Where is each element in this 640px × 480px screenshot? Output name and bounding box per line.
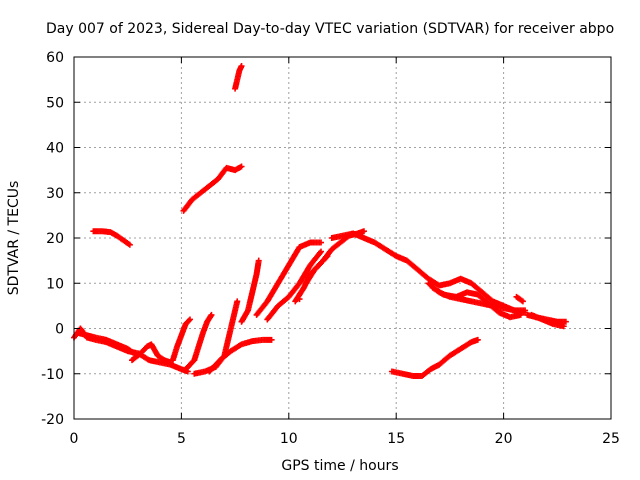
data-point bbox=[517, 311, 524, 318]
data-point bbox=[185, 317, 192, 324]
data-point bbox=[318, 239, 325, 246]
data-point bbox=[474, 336, 481, 343]
series-arc-17 bbox=[328, 230, 529, 316]
x-tick-label: 10 bbox=[280, 431, 298, 447]
y-tick-label: -10 bbox=[41, 367, 64, 383]
data-point bbox=[208, 311, 215, 318]
data-point bbox=[186, 316, 193, 323]
data-point bbox=[255, 257, 262, 264]
x-tick-label: 25 bbox=[602, 431, 620, 447]
y-tick-label: 40 bbox=[46, 141, 64, 157]
series-arc-3 bbox=[90, 228, 133, 248]
series-arc-20 bbox=[513, 293, 526, 305]
data-point bbox=[238, 63, 245, 70]
series-arc-9 bbox=[180, 163, 245, 214]
data-series bbox=[71, 63, 569, 380]
x-tick-label: 0 bbox=[70, 431, 79, 447]
data-point bbox=[519, 298, 526, 305]
x-axis-label: GPS time / hours bbox=[281, 458, 398, 474]
series-arc-5 bbox=[169, 316, 193, 364]
series-arc-13 bbox=[264, 248, 325, 323]
series-arc-6 bbox=[182, 311, 215, 373]
data-point bbox=[126, 241, 133, 248]
data-point bbox=[268, 336, 275, 343]
data-point bbox=[234, 298, 241, 305]
series-arc-12 bbox=[253, 239, 325, 318]
y-axis-label: SDTVAR / TECUs bbox=[6, 181, 22, 296]
y-tick-label: 60 bbox=[46, 50, 64, 66]
data-point bbox=[560, 323, 567, 330]
series-arc-15 bbox=[296, 296, 303, 303]
axis-ticks: 0 5 10 15 20 25 -20 -10 0 10 20 30 40 50 60 bbox=[41, 50, 620, 447]
series-arc-10 bbox=[232, 63, 245, 92]
series-arc-19 bbox=[429, 284, 524, 321]
data-point bbox=[562, 318, 569, 325]
x-tick-label: 5 bbox=[177, 431, 186, 447]
y-tick-label: 20 bbox=[46, 231, 64, 247]
y-tick-label: 0 bbox=[55, 322, 64, 338]
series-arc-23 bbox=[388, 336, 481, 380]
data-point bbox=[522, 307, 529, 314]
data-point bbox=[318, 248, 325, 255]
x-tick-label: 15 bbox=[387, 431, 405, 447]
y-tick-label: 30 bbox=[46, 186, 64, 202]
x-tick-label: 20 bbox=[495, 431, 513, 447]
chart-title: Day 007 of 2023, Sidereal Day-to-day VTE… bbox=[46, 21, 614, 37]
data-point bbox=[238, 163, 245, 170]
data-point bbox=[360, 228, 367, 235]
series-arc-11 bbox=[238, 257, 262, 325]
data-point bbox=[296, 296, 303, 303]
y-tick-label: 10 bbox=[46, 276, 64, 292]
series-arc-22 bbox=[528, 311, 567, 330]
y-tick-label: 50 bbox=[46, 95, 64, 111]
grid-lines bbox=[74, 57, 611, 419]
series-arc-2 bbox=[75, 330, 138, 357]
series-arc-8 bbox=[206, 336, 275, 375]
y-tick-label: -20 bbox=[41, 412, 64, 428]
series-arc-18 bbox=[425, 280, 529, 314]
